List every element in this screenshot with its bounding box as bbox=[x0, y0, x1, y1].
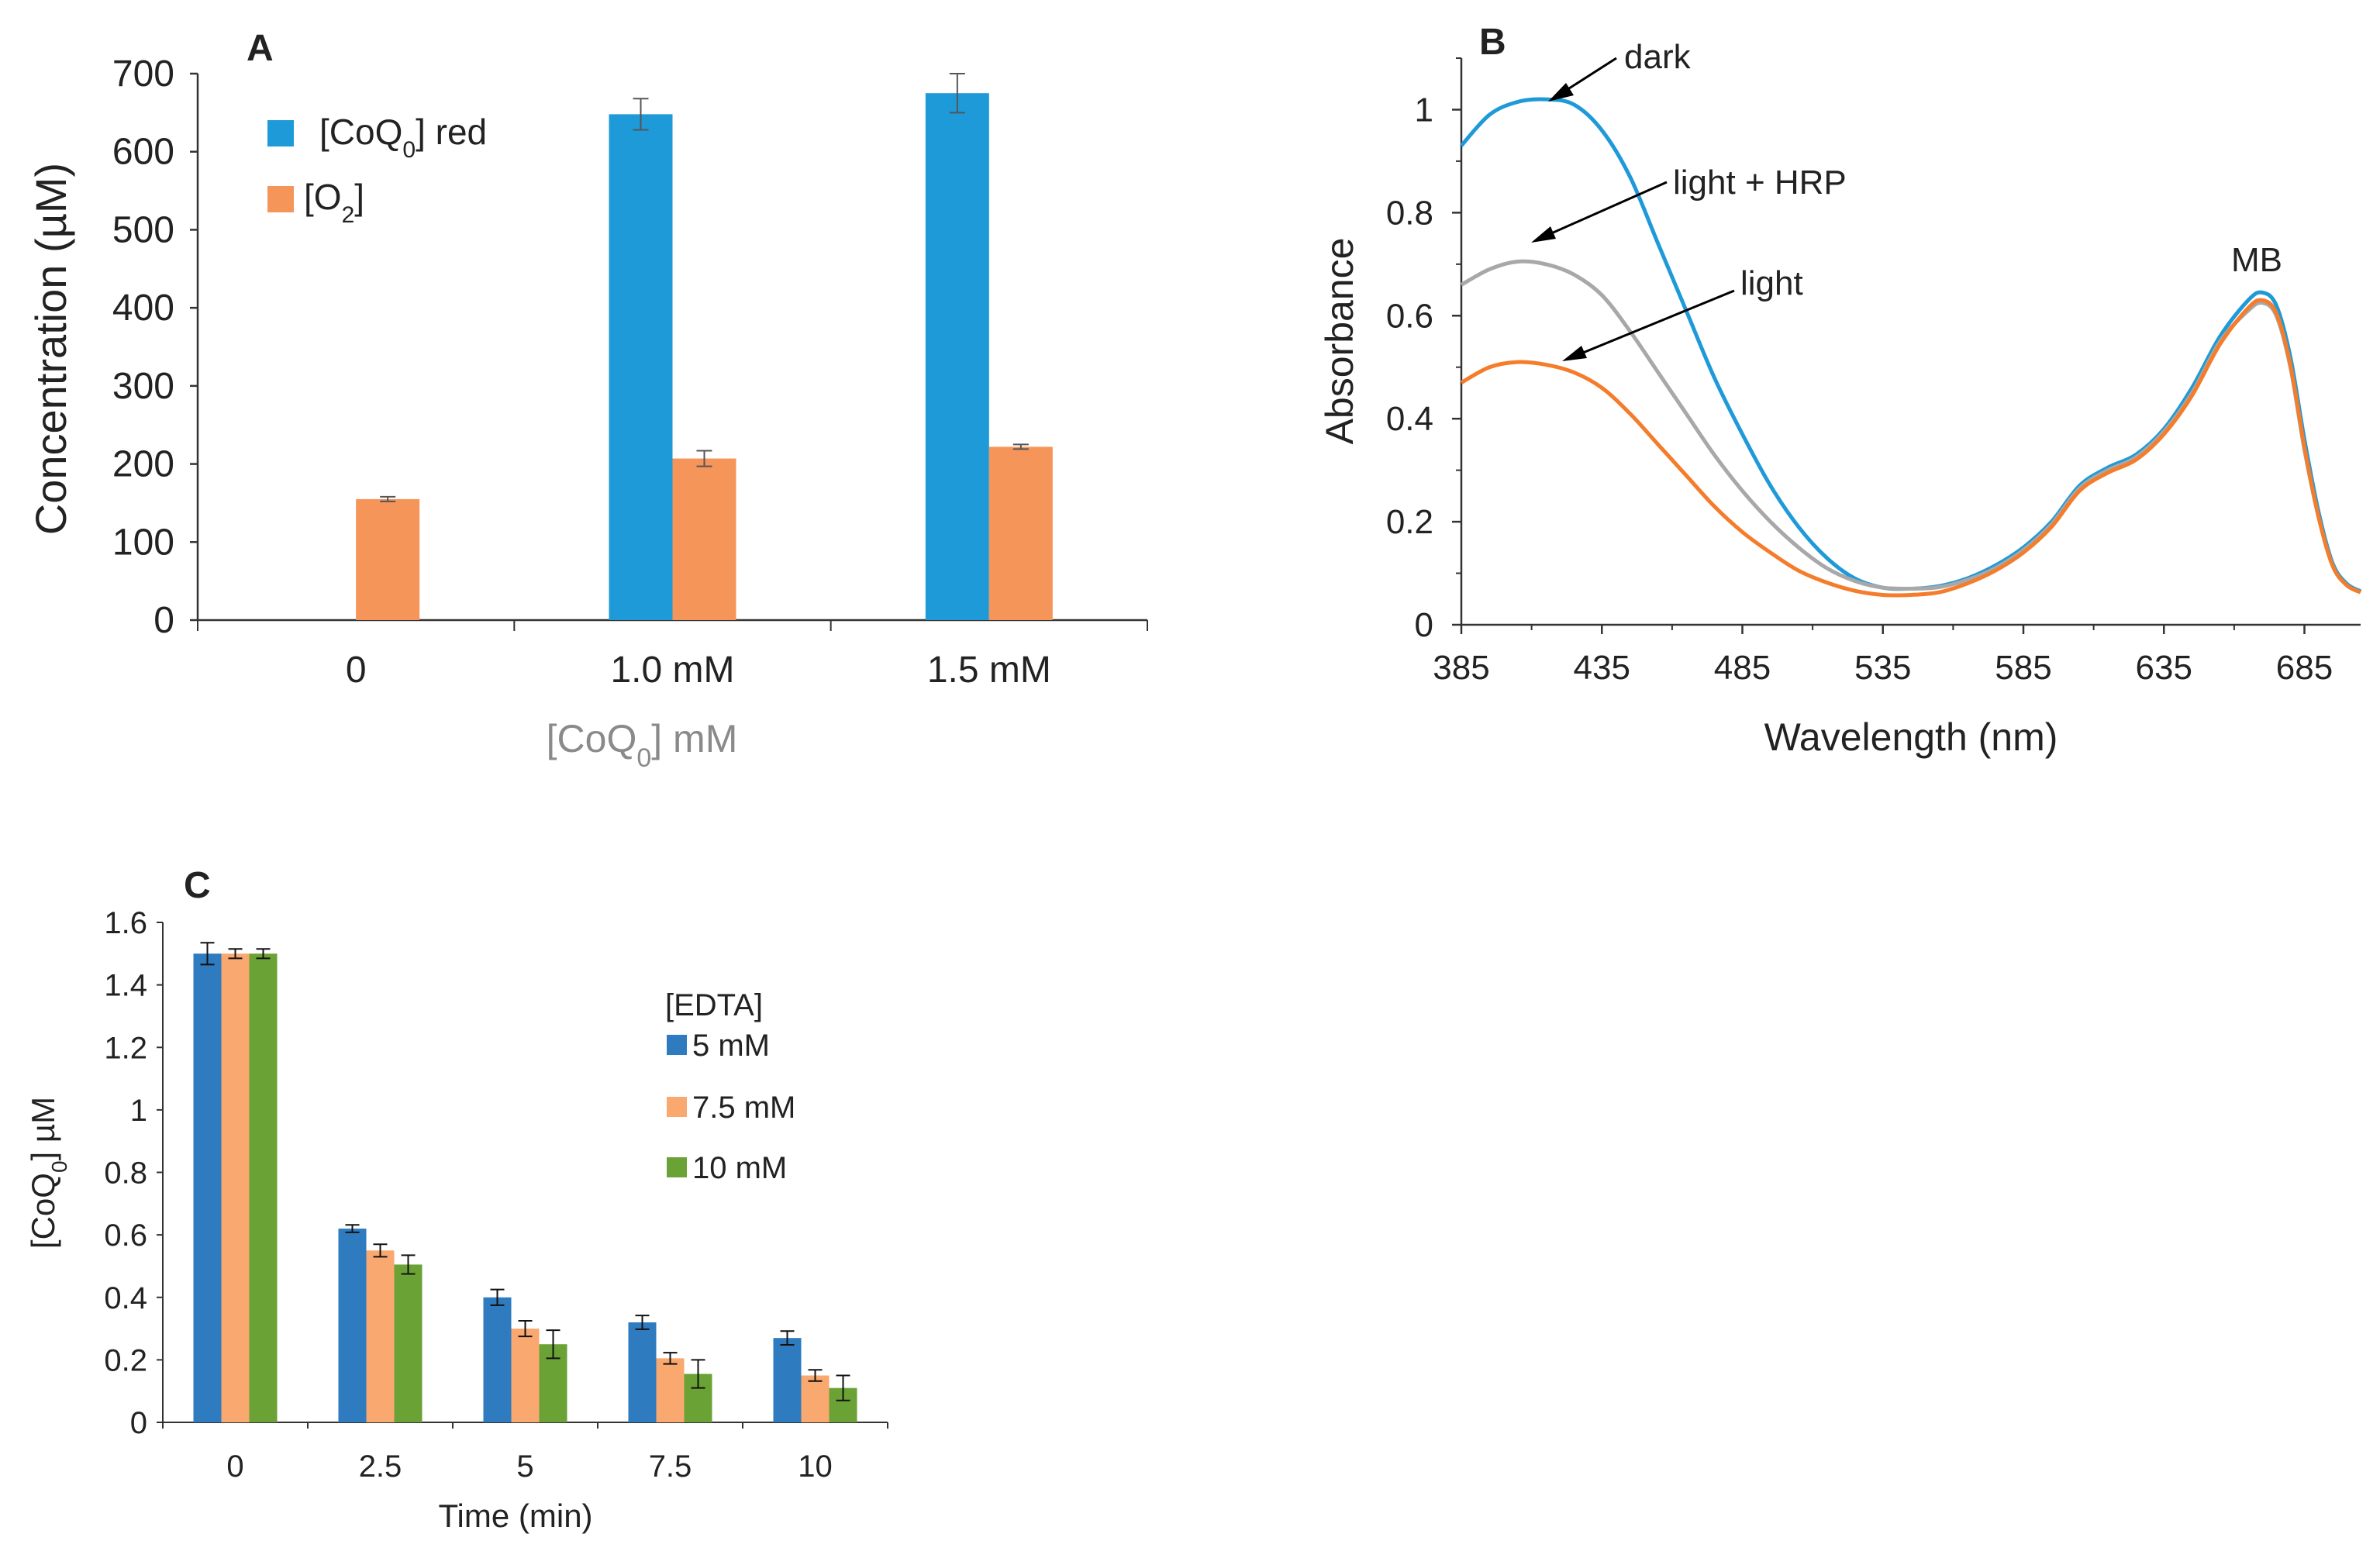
panel-c-bar-5-mm bbox=[193, 953, 222, 1422]
panel-c-bar-7-5-mm bbox=[801, 1375, 830, 1422]
panel-a-x-tick-label: 0 bbox=[346, 650, 367, 691]
panel-c-bar-10-mm bbox=[394, 1264, 423, 1422]
panel-a-bar-o2 bbox=[356, 498, 420, 620]
panel-b-y-tick-label: 1 bbox=[1415, 91, 1433, 129]
annotation-light-hrp: light + HRP bbox=[1673, 164, 1847, 202]
panel-a-bar-o2 bbox=[988, 446, 1053, 620]
panel-c-bar-5-mm bbox=[338, 1229, 367, 1422]
panel-a: A 0 100 200 300 400 500 600 700 0 1.0 mM 1.5 mM C… bbox=[26, 28, 1148, 773]
panel-b-x-tick-label: 485 bbox=[1714, 649, 1771, 687]
panel-a-bar-o2 bbox=[672, 458, 736, 620]
legend-label-7-5mm: 7.5 mM bbox=[692, 1091, 795, 1125]
panel-c-y-tick-label: 0.4 bbox=[104, 1281, 147, 1315]
panel-b-x-label: Wavelength (nm) bbox=[1764, 715, 2058, 759]
panel-c-bar-7-5-mm bbox=[221, 953, 250, 1422]
panel-c-bar-5-mm bbox=[483, 1297, 512, 1422]
panel-b-y-label: Absorbance bbox=[1318, 238, 1361, 445]
panel-b-x-tick-label: 685 bbox=[2276, 649, 2333, 687]
arrow-light bbox=[1573, 289, 1735, 358]
panel-a-y-tick-label: 500 bbox=[112, 209, 174, 250]
panel-a-bar-coq0-red bbox=[925, 93, 989, 620]
panel-c-x-tick-label: 0 bbox=[226, 1449, 243, 1484]
panel-c: C 0 0.2 0.4 0.6 0.8 1 1.2 1.4 1.6 0 2.5 5 7.5 10 [Co… bbox=[25, 865, 888, 1534]
panel-b-y-tick-label: 0.8 bbox=[1386, 194, 1433, 232]
panel-b-y-tick-label: 0 bbox=[1415, 606, 1433, 644]
panel-c-y-tick-label: 0.2 bbox=[104, 1343, 147, 1377]
panel-b-x-tick-label: 435 bbox=[1574, 649, 1630, 687]
panel-b-y-tick-label: 0.2 bbox=[1386, 503, 1433, 541]
panel-c-y-tick-label: 0.8 bbox=[104, 1156, 147, 1191]
panel-c-y-tick-label: 1.6 bbox=[104, 906, 147, 940]
annotation-mb: MB bbox=[2231, 241, 2282, 279]
panel-b-line-dark bbox=[1460, 97, 2362, 594]
panel-a-x-label: [CoQ0] mM bbox=[547, 717, 738, 773]
legend-swatch-o2 bbox=[267, 186, 294, 212]
panel-b-y-tick-label: 0.4 bbox=[1386, 400, 1433, 438]
panel-b-letter: B bbox=[1479, 22, 1506, 63]
panel-c-bar-7-5-mm bbox=[366, 1250, 395, 1422]
legend-swatch-7-5mm bbox=[667, 1097, 687, 1117]
panel-c-y-tick-label: 1.2 bbox=[104, 1031, 147, 1065]
panel-a-y-tick-label: 700 bbox=[112, 53, 174, 95]
panel-c-y-tick-label: 0.6 bbox=[104, 1218, 147, 1253]
legend-label-o2: [O2] bbox=[304, 177, 364, 228]
panel-c-x-tick-label: 10 bbox=[798, 1449, 833, 1484]
legend-label-5mm: 5 mM bbox=[692, 1029, 770, 1063]
panel-a-x-tick-label: 1.5 mM bbox=[927, 650, 1051, 691]
panel-b: B 0 0.2 0.4 0.6 0.8 1 385 435 485 535 585 635 685 A… bbox=[1318, 22, 2362, 759]
panel-b-x-tick-label: 635 bbox=[2136, 649, 2192, 687]
panel-a-x-tick-label: 1.0 mM bbox=[610, 650, 734, 691]
legend-swatch-10mm bbox=[667, 1157, 687, 1177]
legend-title-edta: [EDTA] bbox=[665, 988, 763, 1022]
panel-b-x-tick-label: 385 bbox=[1433, 649, 1489, 687]
panel-c-x-tick-label: 7.5 bbox=[649, 1449, 692, 1484]
panel-c-x-tick-label: 2.5 bbox=[359, 1449, 402, 1484]
panel-a-y-tick-label: 0 bbox=[153, 600, 174, 641]
panel-c-letter: C bbox=[184, 865, 211, 906]
panel-c-x-label: Time (min) bbox=[438, 1498, 592, 1534]
panel-b-x-tick-label: 535 bbox=[1854, 649, 1911, 687]
legend-swatch-coq0-red bbox=[267, 120, 294, 146]
panel-c-bar-5-mm bbox=[773, 1338, 802, 1422]
panel-c-x-tick-label: 5 bbox=[516, 1449, 533, 1484]
arrow-light-hrp-head bbox=[1531, 226, 1556, 243]
panel-c-y-tick-label: 0 bbox=[130, 1406, 147, 1440]
panel-c-y-tick-label: 1 bbox=[130, 1094, 147, 1128]
panel-a-y-tick-label: 400 bbox=[112, 288, 174, 329]
panel-c-bar-7-5-mm bbox=[511, 1329, 540, 1422]
panel-b-line-light bbox=[1460, 298, 2362, 598]
arrow-light-hrp bbox=[1542, 181, 1668, 239]
panel-a-y-tick-label: 100 bbox=[112, 522, 174, 563]
panel-b-x-tick-label: 585 bbox=[1995, 649, 2051, 687]
legend-label-10mm: 10 mM bbox=[692, 1151, 787, 1185]
panel-c-bar-5-mm bbox=[628, 1322, 657, 1422]
panel-a-y-tick-label: 200 bbox=[112, 444, 174, 485]
panel-c-y-tick-label: 1.4 bbox=[104, 969, 147, 1003]
panel-a-bar-coq0-red bbox=[609, 114, 673, 620]
panel-b-y-tick-label: 0.6 bbox=[1386, 297, 1433, 335]
arrow-dark-head bbox=[1548, 83, 1574, 102]
legend-swatch-5mm bbox=[667, 1035, 687, 1055]
panel-c-bar-7-5-mm bbox=[656, 1358, 685, 1422]
panel-a-y-tick-label: 600 bbox=[112, 132, 174, 173]
panel-a-y-tick-label: 300 bbox=[112, 366, 174, 407]
panel-a-y-label: Concentration (µM) bbox=[26, 163, 75, 535]
panel-a-letter: A bbox=[247, 28, 274, 69]
annotation-dark: dark bbox=[1624, 38, 1692, 76]
panel-c-y-label: [CoQ0] µM bbox=[25, 1097, 71, 1249]
annotation-light: light bbox=[1740, 264, 1803, 302]
arrow-light-head bbox=[1562, 346, 1587, 361]
panel-c-bar-10-mm bbox=[249, 953, 278, 1422]
legend-label-coq0-red: [CoQ0] red bbox=[319, 112, 487, 163]
panel-b-line-light-hrp bbox=[1460, 259, 2362, 595]
